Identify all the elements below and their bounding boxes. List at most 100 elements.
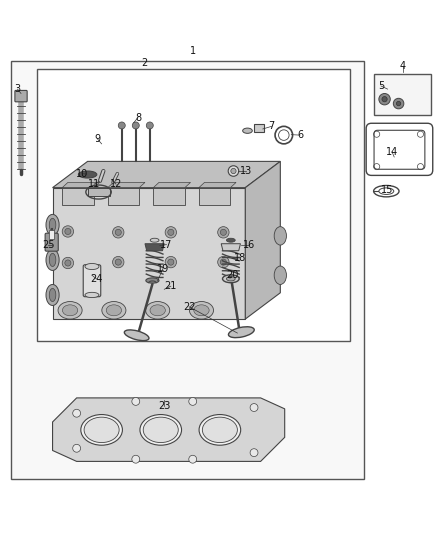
Ellipse shape (146, 278, 159, 283)
Text: 22: 22 (183, 302, 195, 312)
Circle shape (62, 226, 74, 237)
Ellipse shape (194, 305, 209, 316)
Circle shape (132, 122, 139, 129)
Bar (254, 124, 264, 132)
Bar (153, 188, 185, 205)
Text: 15: 15 (381, 185, 394, 195)
Text: 5: 5 (378, 81, 384, 91)
Bar (108, 188, 139, 205)
Circle shape (165, 227, 177, 238)
Circle shape (65, 229, 71, 235)
Circle shape (393, 98, 404, 109)
Ellipse shape (85, 263, 99, 270)
Ellipse shape (49, 288, 56, 302)
Text: 10: 10 (76, 168, 88, 179)
Circle shape (115, 259, 121, 265)
Circle shape (379, 93, 390, 105)
Circle shape (118, 122, 125, 129)
Polygon shape (108, 182, 145, 188)
Text: 21: 21 (165, 281, 177, 291)
Bar (37, 69, 350, 341)
Circle shape (250, 403, 258, 411)
Circle shape (382, 96, 387, 102)
Ellipse shape (274, 227, 286, 245)
Ellipse shape (229, 327, 254, 337)
Circle shape (113, 256, 124, 268)
FancyBboxPatch shape (15, 91, 27, 102)
Ellipse shape (85, 292, 99, 297)
Ellipse shape (223, 275, 239, 282)
Text: 25: 25 (42, 240, 54, 251)
Text: 1: 1 (190, 46, 196, 56)
Ellipse shape (102, 302, 126, 319)
Ellipse shape (46, 214, 59, 236)
Ellipse shape (150, 305, 166, 316)
Circle shape (228, 166, 239, 176)
Circle shape (168, 229, 174, 236)
Ellipse shape (49, 253, 56, 266)
Polygon shape (53, 188, 245, 319)
Bar (49, 230, 54, 239)
Text: 14: 14 (386, 147, 398, 157)
Polygon shape (53, 161, 280, 188)
Text: 8: 8 (135, 112, 141, 123)
Ellipse shape (150, 238, 159, 242)
Circle shape (165, 256, 177, 268)
Text: 18: 18 (234, 253, 246, 263)
Bar (374, 74, 431, 115)
Polygon shape (62, 182, 99, 188)
Circle shape (168, 259, 174, 265)
Circle shape (146, 122, 153, 129)
Circle shape (220, 229, 226, 236)
Ellipse shape (124, 330, 149, 341)
Circle shape (73, 409, 81, 417)
Text: 2: 2 (141, 58, 148, 68)
Ellipse shape (58, 302, 82, 319)
Circle shape (115, 229, 121, 236)
Text: 4: 4 (400, 61, 406, 71)
Text: 13: 13 (240, 166, 252, 176)
Circle shape (220, 259, 226, 265)
Text: 17: 17 (160, 240, 173, 249)
Text: 19: 19 (157, 264, 169, 273)
Circle shape (396, 101, 401, 106)
Circle shape (132, 398, 140, 405)
Circle shape (218, 256, 229, 268)
Text: 16: 16 (243, 240, 255, 251)
Text: 9: 9 (94, 134, 100, 143)
Ellipse shape (226, 277, 235, 281)
Ellipse shape (199, 415, 241, 445)
Circle shape (132, 455, 140, 463)
Ellipse shape (145, 302, 170, 319)
Circle shape (62, 257, 74, 269)
Text: 20: 20 (226, 270, 238, 280)
Polygon shape (153, 182, 191, 188)
Polygon shape (199, 182, 236, 188)
Ellipse shape (202, 417, 237, 442)
FancyBboxPatch shape (45, 233, 58, 251)
Ellipse shape (46, 285, 59, 305)
Circle shape (231, 168, 236, 174)
Ellipse shape (62, 305, 78, 316)
Ellipse shape (226, 238, 235, 242)
Ellipse shape (84, 417, 119, 442)
Ellipse shape (143, 417, 178, 442)
Circle shape (73, 445, 81, 452)
Text: 23: 23 (158, 401, 170, 411)
Ellipse shape (78, 171, 97, 178)
Ellipse shape (81, 415, 122, 445)
Ellipse shape (49, 219, 56, 231)
Bar (11, 61, 364, 479)
Text: 3: 3 (14, 84, 21, 94)
Text: 12: 12 (110, 179, 122, 189)
Text: 7: 7 (268, 122, 275, 131)
Text: 6: 6 (297, 130, 303, 140)
Polygon shape (145, 244, 164, 251)
Ellipse shape (106, 305, 122, 316)
Circle shape (113, 227, 124, 238)
Bar (199, 188, 230, 205)
Circle shape (189, 455, 197, 463)
Polygon shape (221, 244, 240, 251)
Text: 11: 11 (88, 179, 100, 189)
Ellipse shape (274, 266, 286, 285)
